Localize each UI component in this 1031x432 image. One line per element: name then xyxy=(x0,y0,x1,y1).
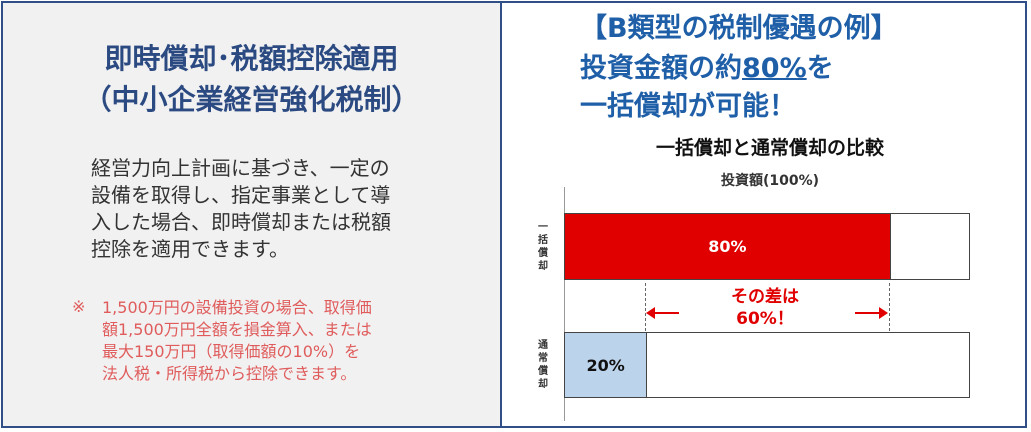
bar-lump-sum-category-label: 一括償却 xyxy=(533,221,553,273)
diff-arrow-left-line xyxy=(653,312,680,314)
bar-lump-sum-frame: 80% xyxy=(564,213,970,280)
bar-normal-value-label: 20% xyxy=(586,355,625,375)
note-line: 法人税・所得税から控除できます。 xyxy=(102,364,357,383)
bar-normal-category-label: 通常償却 xyxy=(533,339,553,391)
left-title-line1: 即時償却･税額控除適用 xyxy=(104,42,399,75)
bar-normal-frame: 20% xyxy=(564,332,970,398)
description-line: 経営力向上計画に基づき、一定の xyxy=(91,156,390,180)
category-char: 常 xyxy=(538,353,548,364)
left-panel: 即時償却･税額控除適用 （中小企業経営強化税制） 経営力向上計画に基づき、一定の… xyxy=(3,3,500,427)
category-char: 一 xyxy=(538,221,548,233)
headline-amount-suffix: を xyxy=(806,53,834,84)
note-line: 額1,500万円全額を損金算入、または xyxy=(102,320,372,339)
headline-category: 【B類型の税制優遇の例】 xyxy=(580,13,898,44)
diff-arrow-right-head xyxy=(878,307,888,319)
left-title-line2: （中小企業経営強化税制） xyxy=(83,83,420,116)
category-char: 却 xyxy=(538,379,548,390)
bar-normal xyxy=(565,333,648,397)
note-line: 最大150万円（取得価額の10%）を xyxy=(102,342,361,361)
description-text: 経営力向上計画に基づき、一定の 設備を取得し、指定事業として導 入した場合、即時… xyxy=(91,155,431,263)
chart-subtitle: 投資額(100%) xyxy=(720,173,820,189)
chart-axis xyxy=(564,187,565,421)
note-text: 1,500万円の設備投資の場合、取得価 額1,500万円全額を損金算入、または … xyxy=(102,297,422,385)
category-char: 償 xyxy=(538,366,548,377)
diff-arrow-right-line xyxy=(854,312,881,314)
headline-benefit: 一括償却が可能！ xyxy=(580,91,796,122)
difference-annotation: その差は 60%！ xyxy=(690,286,840,330)
diff-arrow-left-head xyxy=(646,307,656,319)
category-char: 通 xyxy=(538,340,548,351)
difference-line1: その差は xyxy=(731,287,799,307)
bar-lump-sum xyxy=(565,214,891,279)
chart-title: 一括償却と通常償却の比較 xyxy=(655,137,884,159)
description-line: 設備を取得し、指定事業として導 xyxy=(91,183,391,207)
category-char: 償 xyxy=(538,247,548,259)
note-line: 1,500万円の設備投資の場合、取得価 xyxy=(102,298,372,317)
diff-guide-right xyxy=(888,283,890,331)
category-char: 括 xyxy=(538,234,548,246)
category-char: 却 xyxy=(538,260,548,272)
note-mark: ※ xyxy=(72,297,86,316)
diff-guide-left xyxy=(645,283,647,331)
description-line: 入した場合、即時償却または税額 xyxy=(91,210,391,234)
panel-divider xyxy=(500,2,502,428)
headline-amount-prefix: 投資金額の約 xyxy=(580,53,742,84)
headline-amount-highlight: 80% xyxy=(742,53,807,84)
description-line: 控除を適用できます。 xyxy=(91,237,289,261)
bar-lump-sum-value-label: 80% xyxy=(708,237,747,256)
headline-amount: 投資金額の約80%を xyxy=(580,52,834,86)
difference-line2: 60%！ xyxy=(736,309,794,329)
